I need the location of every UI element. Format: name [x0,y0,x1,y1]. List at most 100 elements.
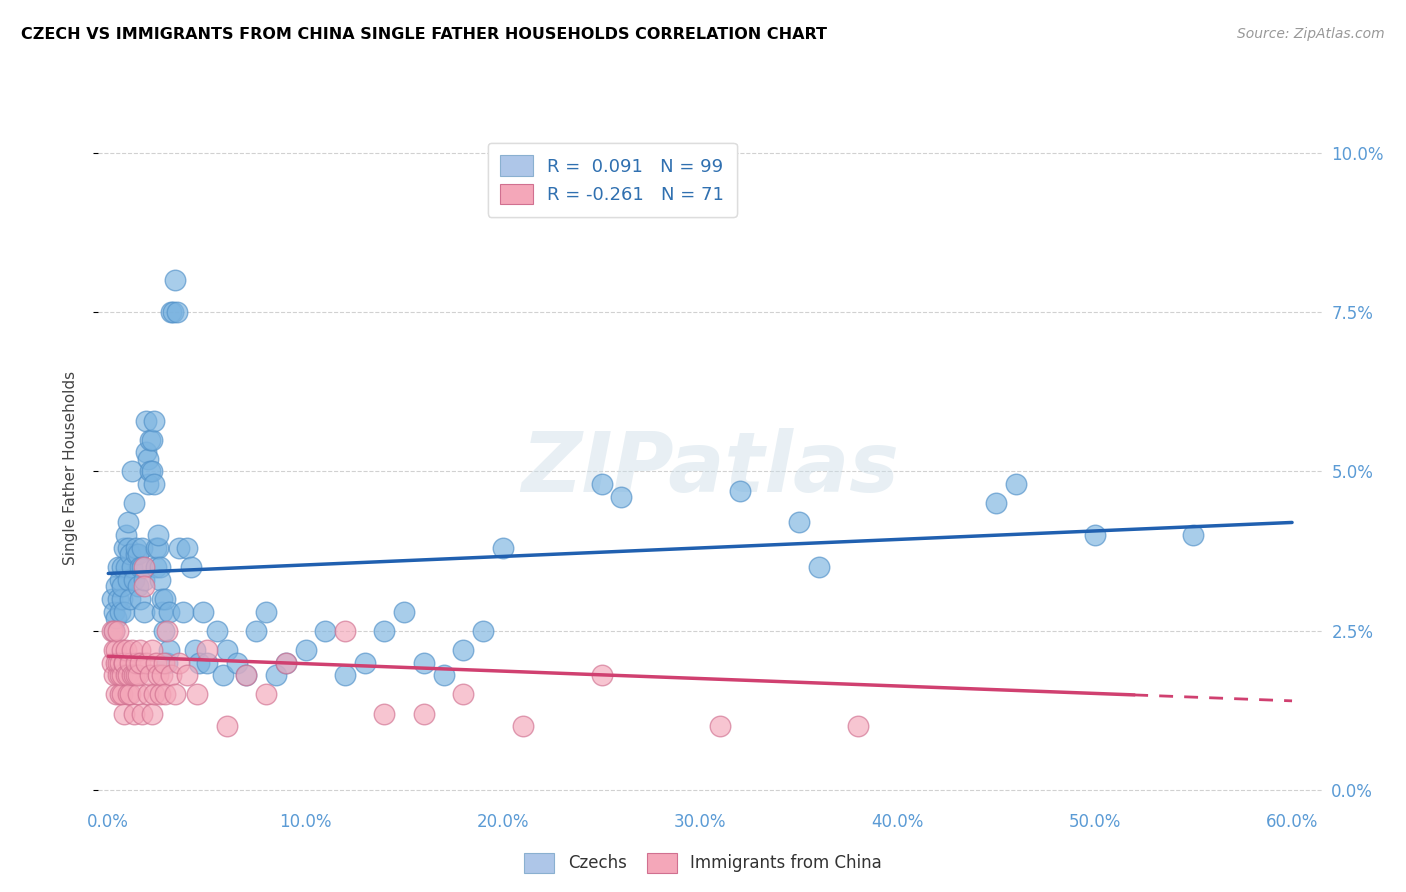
Point [453,643,475,657]
Point [141,465,163,479]
Point [138,668,160,682]
Point [142,413,165,427]
Point [103,643,125,657]
Point [122,496,145,510]
Point [122,706,145,721]
Point [180,560,202,574]
Point [492,541,515,555]
Point [149,688,172,702]
Point [138,465,160,479]
Point [107,591,129,606]
Point [115,668,138,682]
Point [274,656,297,670]
Point [333,624,356,638]
Point [413,706,436,721]
Point [610,490,633,504]
Point [333,668,356,682]
Point [176,541,198,555]
Point [105,688,128,702]
Point [125,541,148,555]
Point [169,656,191,670]
Point [254,605,277,619]
Point [111,560,134,574]
Point [141,706,163,721]
Point [152,656,174,670]
Point [103,605,125,619]
Point [132,579,155,593]
Point [115,643,138,657]
Point [122,573,145,587]
Point [984,496,1007,510]
Point [1084,528,1107,542]
Point [101,656,124,670]
Point [245,624,267,638]
Point [111,591,134,606]
Text: CZECH VS IMMIGRANTS FROM CHINA SINGLE FATHER HOUSEHOLDS CORRELATION CHART: CZECH VS IMMIGRANTS FROM CHINA SINGLE FA… [21,27,827,42]
Point [121,643,143,657]
Point [160,305,183,319]
Point [176,668,198,682]
Point [127,668,149,682]
Point [205,624,228,638]
Point [846,719,869,733]
Point [807,560,830,574]
Point [1182,528,1205,542]
Point [132,605,155,619]
Point [118,547,141,561]
Point [149,560,172,574]
Point [117,668,139,682]
Point [433,668,456,682]
Point [132,573,155,587]
Point [1004,477,1026,491]
Point [128,591,150,606]
Point [156,656,179,670]
Point [146,541,169,555]
Legend: R =  0.091   N = 99, R = -0.261   N = 71: R = 0.091 N = 99, R = -0.261 N = 71 [488,143,737,217]
Point [159,605,181,619]
Point [145,656,167,670]
Point [152,624,174,638]
Point [254,688,277,702]
Point [118,591,141,606]
Point [145,560,167,574]
Point [155,591,177,606]
Point [373,706,395,721]
Point [235,668,257,682]
Point [117,688,139,702]
Text: Source: ZipAtlas.com: Source: ZipAtlas.com [1237,27,1385,41]
Point [125,656,148,670]
Point [135,445,157,459]
Point [128,656,150,670]
Point [787,516,810,530]
Point [373,624,395,638]
Point [191,605,214,619]
Point [111,579,134,593]
Point [131,541,153,555]
Point [150,591,173,606]
Point [121,560,143,574]
Point [108,605,131,619]
Point [101,591,124,606]
Point [141,643,163,657]
Point [108,668,131,682]
Point [136,477,159,491]
Point [118,656,141,670]
Point [195,643,218,657]
Point [115,528,138,542]
Point [145,541,167,555]
Point [472,624,495,638]
Point [188,656,211,670]
Point [107,656,129,670]
Point [105,643,128,657]
Point [162,305,184,319]
Point [127,579,149,593]
Point [117,541,139,555]
Point [103,624,125,638]
Point [112,541,135,555]
Point [136,451,159,466]
Point [150,668,173,682]
Point [150,605,173,619]
Point [112,656,135,670]
Point [117,516,139,530]
Point [118,688,141,702]
